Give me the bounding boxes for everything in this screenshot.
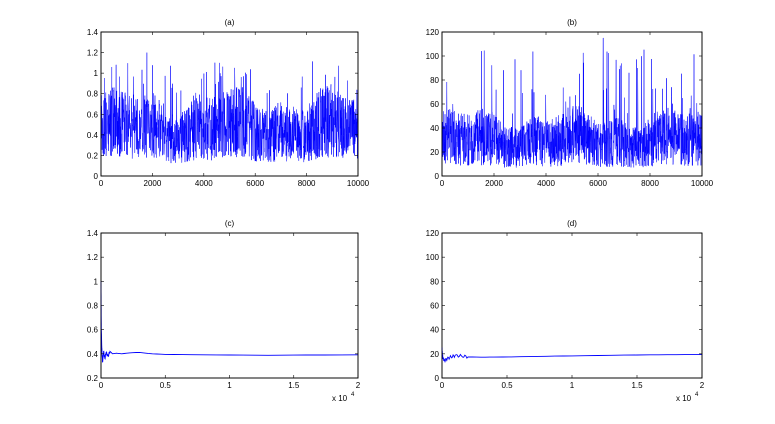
y-tick-label: 1.4 (87, 28, 99, 37)
y-tick-label: 80 (430, 76, 439, 85)
y-tick-label: 60 (430, 302, 439, 311)
plot-area (441, 232, 703, 379)
y-tick-label: 0.8 (87, 90, 99, 99)
y-tick-label: 20 (430, 148, 439, 157)
y-tick-label: 1 (94, 277, 99, 286)
y-tick-label: 0.2 (87, 151, 99, 160)
y-tick-label: 40 (430, 124, 439, 133)
x-tick-label: 8000 (641, 179, 659, 188)
chart-title: (b) (567, 18, 577, 27)
chart-title: (a) (225, 18, 235, 27)
y-tick-label: 20 (430, 350, 439, 359)
chart-title: (c) (225, 219, 235, 228)
y-tick-label: 0.4 (87, 131, 99, 140)
y-tick-label: 60 (430, 100, 439, 109)
x-tick-label: 8000 (298, 179, 316, 188)
x-multiplier-exponent: 4 (695, 392, 699, 398)
y-tick-label: 0.8 (87, 302, 99, 311)
x-tick-label: 0.5 (160, 381, 172, 390)
x-tick-label: 10000 (347, 179, 370, 188)
x-tick-label: 0 (99, 179, 104, 188)
x-tick-label: 10000 (691, 179, 714, 188)
x-multiplier-label: x 10 (676, 394, 692, 403)
x-tick-label: 2000 (485, 179, 503, 188)
y-tick-label: 1.2 (87, 49, 99, 58)
chart-panel-a: 0 2000 4000 6000 8000 10000 0 0.2 0.4 0.6 0.8 1 1.2 1… (87, 18, 370, 188)
x-tick-label: 0 (440, 381, 445, 390)
y-tick-label: 1 (94, 69, 99, 78)
x-tick-label: 0 (440, 179, 445, 188)
series-line (441, 347, 702, 363)
x-tick-label: 1 (227, 381, 232, 390)
chart-panel-c: 0 0.5 1 1.5 2 0.2 0.4 0.6 0.8 1 1.2 1.4 (c) x 10 4 (87, 219, 361, 403)
y-tick-label: 0.6 (87, 326, 99, 335)
y-tick-label: 1.4 (87, 229, 99, 238)
x-multiplier-exponent: 4 (351, 392, 355, 398)
axes-box (100, 31, 359, 177)
x-tick-label: 2 (700, 381, 705, 390)
y-tick-label: 0.2 (87, 374, 99, 383)
y-tick-label: 120 (426, 28, 440, 37)
chart-title: (d) (567, 219, 577, 228)
y-tick-label: 100 (426, 253, 440, 262)
x-tick-label: 4000 (537, 179, 555, 188)
y-tick-label: 0 (435, 172, 440, 181)
x-tick-label: 6000 (589, 179, 607, 188)
x-tick-label: 2 (356, 381, 361, 390)
x-tick-label: 0 (99, 381, 104, 390)
x-tick-label: 4000 (195, 179, 213, 188)
x-tick-label: 1.5 (631, 381, 643, 390)
x-tick-label: 6000 (246, 179, 264, 188)
x-tick-label: 2000 (144, 179, 162, 188)
series-line (100, 281, 359, 363)
chart-panel-b: 0 2000 4000 6000 8000 10000 0 20 40 60 80 100 120 (b) (426, 18, 714, 188)
series-line (100, 52, 359, 164)
y-tick-label: 0 (94, 172, 99, 181)
y-tick-label: 80 (430, 277, 439, 286)
y-tick-label: 1.2 (87, 253, 99, 262)
plot-area (100, 232, 359, 379)
x-multiplier-label: x 10 (332, 394, 348, 403)
x-tick-label: 1.5 (288, 381, 300, 390)
y-tick-label: 40 (430, 326, 439, 335)
y-tick-label: 0 (435, 374, 440, 383)
series-line (441, 37, 703, 168)
x-tick-label: 0.5 (501, 381, 513, 390)
x-tick-label: 1 (570, 381, 575, 390)
y-tick-label: 120 (426, 229, 440, 238)
y-tick-label: 0.6 (87, 110, 99, 119)
y-tick-label: 0.4 (87, 350, 99, 359)
y-tick-label: 100 (426, 52, 440, 61)
